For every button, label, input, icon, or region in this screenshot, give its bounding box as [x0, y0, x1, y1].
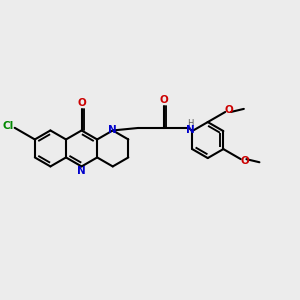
Text: O: O [241, 156, 249, 166]
Text: O: O [225, 105, 234, 116]
Text: Cl: Cl [2, 121, 14, 131]
Text: N: N [77, 166, 86, 176]
Text: N: N [108, 125, 117, 136]
Text: H: H [188, 119, 194, 128]
Text: N: N [186, 124, 195, 134]
Text: O: O [77, 98, 86, 109]
Text: O: O [159, 95, 168, 105]
